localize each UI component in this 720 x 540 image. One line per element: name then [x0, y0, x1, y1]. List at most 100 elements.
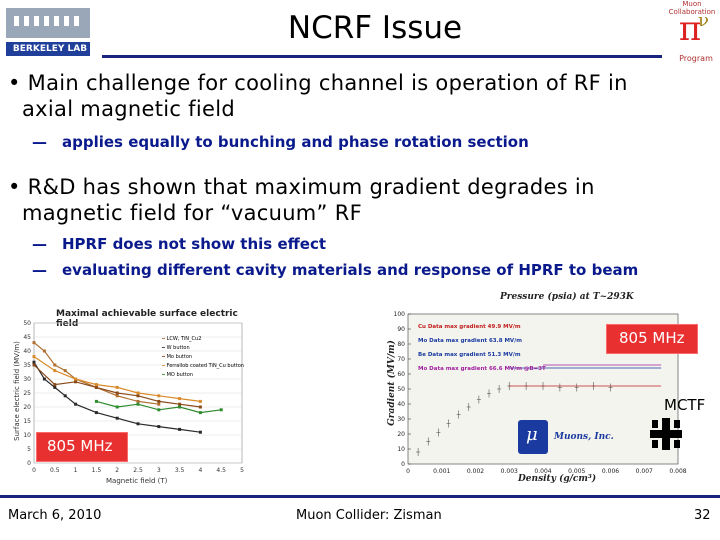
x-tick-label: 5	[240, 467, 244, 474]
sub-text: evaluating different cavity materials an…	[62, 261, 639, 279]
data-point	[115, 391, 119, 395]
legend-label: Ferrallob coated TiN_Cu button	[166, 363, 244, 369]
data-point	[53, 363, 57, 367]
legend-item: ━ MO button	[162, 372, 193, 378]
data-point	[74, 402, 78, 406]
bullet-dot: •	[8, 175, 28, 199]
y-tick-label: 90	[397, 326, 405, 333]
footer-page-number: 32	[694, 508, 711, 523]
svg-text:ν: ν	[698, 10, 709, 31]
y-tick-label: 60	[397, 371, 405, 378]
data-point	[42, 377, 46, 381]
berkeley-lab-logo	[4, 2, 96, 60]
data-point	[198, 405, 202, 409]
y-tick-label: 40	[397, 401, 405, 408]
y-tick-label: 100	[394, 311, 406, 318]
legend-label: Mo button	[166, 354, 193, 360]
legend-label: MO button	[166, 372, 193, 378]
data-point	[63, 394, 67, 398]
data-point	[178, 427, 182, 431]
footer-center: Muon Collider: Zisman	[296, 508, 442, 523]
y-tick-label: 25	[23, 390, 31, 397]
data-point	[178, 405, 182, 409]
data-point	[74, 380, 78, 384]
y-tick-label: 20	[397, 431, 405, 438]
data-point	[115, 394, 119, 398]
x-tick-label: 0.002	[467, 468, 484, 475]
left-805mhz-badge: 805 MHz	[36, 432, 128, 462]
x-tick-label: 0.003	[501, 468, 518, 475]
bullet-1-line-2: axial magnetic field	[8, 96, 708, 122]
bullet-2: • R&D has shown that maximum gradient de…	[8, 174, 708, 226]
y-tick-label: 40	[23, 348, 31, 355]
y-tick-label: 15	[23, 418, 31, 425]
x-tick-label: 0.004	[534, 468, 551, 475]
legend-item: Cu Data max gradient 49.9 MV/m	[418, 324, 521, 330]
x-tick-label: 0	[406, 468, 410, 475]
data-point	[74, 377, 78, 381]
data-point	[198, 430, 202, 434]
right-chart-legend: Cu Data max gradient 49.9 MV/m Mo Data m…	[418, 320, 578, 376]
mctf-label: MCTF	[664, 396, 706, 414]
data-point	[136, 391, 140, 395]
y-tick-label: 70	[397, 356, 405, 363]
data-point	[32, 360, 36, 364]
data-point	[94, 383, 98, 387]
data-point	[63, 369, 67, 373]
dash-icon: —	[32, 261, 47, 279]
data-point	[157, 394, 161, 398]
bullet-2-line-1: • R&D has shown that maximum gradient de…	[8, 174, 708, 200]
x-tick-label: 2.5	[133, 467, 143, 474]
left-chart-legend: ━ LCW, TiN_Cu2 ━ W button ━ Mo button ━ …	[162, 335, 252, 380]
x-tick-label: 0.007	[636, 468, 653, 475]
data-point	[157, 402, 161, 406]
right-chart-title: Pressure (psia) at T~293K	[500, 292, 634, 302]
x-tick-label: 0.008	[669, 468, 686, 475]
x-tick-label: 3	[157, 467, 161, 474]
data-point	[42, 349, 46, 353]
y-tick-label: 10	[397, 446, 405, 453]
data-point	[157, 425, 161, 429]
x-tick-label: 1.5	[92, 467, 102, 474]
title-underline	[102, 55, 662, 58]
bullet-1-sub-1: — applies equally to bunching and phase r…	[32, 132, 712, 152]
bullet-2-sub-2: — evaluating different cavity materials a…	[32, 260, 712, 280]
left-chart-ylabel: Surface electric field (MV/m)	[13, 341, 21, 441]
x-tick-label: 4.5	[216, 467, 226, 474]
muon-program-logo: π ν	[662, 2, 718, 66]
data-point	[219, 408, 223, 412]
badge-text: 805 MHz	[47, 437, 113, 455]
y-tick-label: 80	[397, 341, 405, 348]
data-point	[32, 363, 36, 367]
legend-label: LCW, TiN_Cu2	[166, 336, 202, 342]
svg-text:π: π	[679, 9, 701, 49]
mu-icon: μ	[526, 424, 538, 445]
x-tick-label: 4	[198, 467, 202, 474]
data-point	[198, 411, 202, 415]
data-point	[53, 385, 57, 389]
y-tick-label: 10	[23, 432, 31, 439]
x-tick-label: 2	[115, 467, 119, 474]
page-title: NCRF Issue	[287, 10, 463, 46]
data-point	[94, 385, 98, 389]
data-point	[178, 397, 182, 401]
data-point	[157, 408, 161, 412]
left-chart-title: Maximal achievable surface electric fiel…	[56, 309, 238, 329]
data-point	[94, 411, 98, 415]
fermilab-icon	[648, 416, 684, 452]
data-point	[136, 399, 140, 403]
left-chart: Maximal achievable surface electric fiel…	[6, 305, 252, 490]
bullet-1-text-2: axial magnetic field	[22, 97, 235, 121]
y-tick-label: 50	[23, 320, 31, 327]
x-tick-label: 3.5	[175, 467, 185, 474]
right-chart-xlabel: Density (g/cm³)	[518, 474, 597, 484]
data-point	[94, 399, 98, 403]
x-tick-label: 0.005	[568, 468, 585, 475]
data-point	[32, 355, 36, 359]
data-point	[136, 394, 140, 398]
sub-text: HPRF does not show this effect	[62, 235, 327, 253]
data-point	[53, 369, 57, 373]
bullet-2-text: R&D has shown that maximum gradient degr…	[27, 175, 595, 199]
x-tick-label: 0.001	[433, 468, 450, 475]
legend-label: W button	[166, 345, 190, 351]
